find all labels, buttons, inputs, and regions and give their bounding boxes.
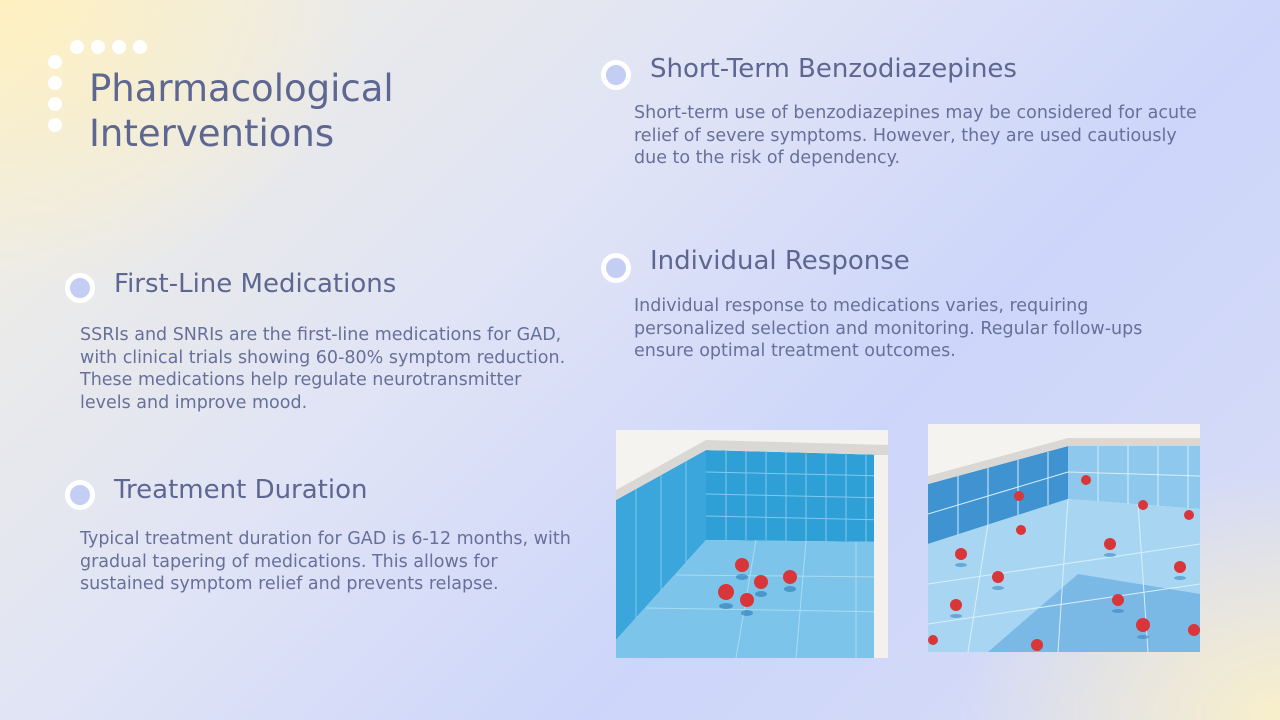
dot bbox=[133, 40, 147, 54]
section-text-first-line: SSRIs and SNRIs are the first-line medic… bbox=[80, 325, 566, 413]
pool-strawberries-image-2 bbox=[928, 424, 1200, 652]
decorative-dots-row bbox=[70, 40, 147, 54]
section-heading-duration: Treatment Duration bbox=[114, 475, 368, 505]
section-text-benzodiazepines: Short-term use of benzodiazepines may be… bbox=[634, 103, 1197, 168]
pool-strawberries-image-1 bbox=[616, 430, 888, 658]
bullet-icon bbox=[65, 273, 95, 303]
dot bbox=[48, 55, 62, 69]
bullet-icon bbox=[601, 253, 631, 283]
dot bbox=[70, 40, 84, 54]
slide-title: Pharmacological Interventions bbox=[89, 67, 394, 155]
decorative-dots-column bbox=[48, 55, 62, 132]
section-text-individual: Individual response to medications varie… bbox=[634, 296, 1143, 361]
bullet-icon bbox=[65, 480, 95, 510]
section-text-duration: Typical treatment duration for GAD is 6-… bbox=[80, 529, 571, 594]
dot bbox=[112, 40, 126, 54]
bullet-icon bbox=[601, 60, 631, 90]
section-heading-benzodiazepines: Short-Term Benzodiazepines bbox=[650, 54, 1017, 84]
dot bbox=[48, 76, 62, 90]
pool-illustration-2 bbox=[928, 424, 1200, 652]
section-heading-individual: Individual Response bbox=[650, 246, 910, 276]
dot bbox=[91, 40, 105, 54]
dot bbox=[48, 118, 62, 132]
pool-illustration-1 bbox=[616, 430, 888, 658]
dot bbox=[48, 97, 62, 111]
section-heading-first-line: First-Line Medications bbox=[114, 269, 397, 299]
